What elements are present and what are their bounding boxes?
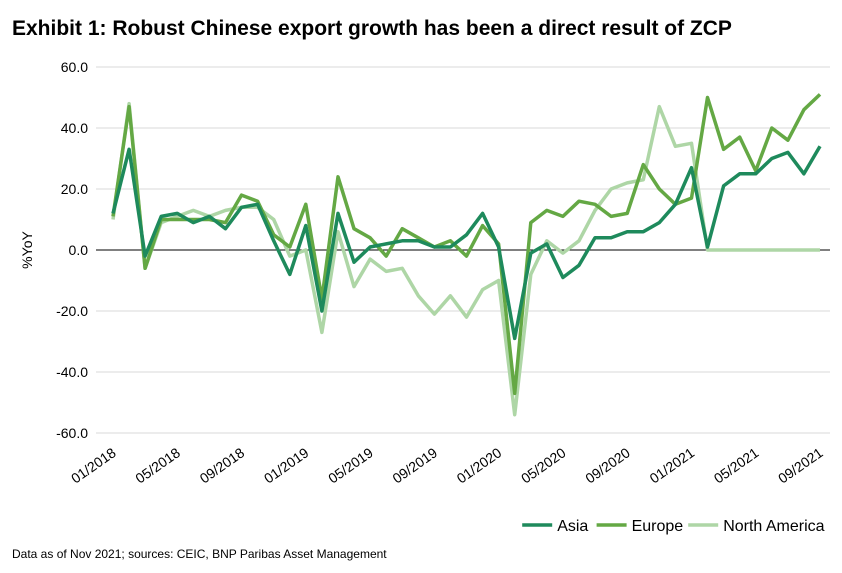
- source-note: Data as of Nov 2021; sources: CEIC, BNP …: [12, 547, 387, 561]
- x-tick-label: 01/2018: [68, 444, 119, 486]
- legend-label: North America: [723, 518, 824, 535]
- x-tick-label: 01/2019: [261, 444, 312, 486]
- x-tick-label: 09/2020: [582, 444, 633, 486]
- series-line: [111, 101, 820, 417]
- x-tick-label: 05/2018: [132, 444, 183, 486]
- y-tick-label: -40.0: [56, 364, 88, 380]
- legend-label: Europe: [632, 518, 684, 535]
- legend-label: Asia: [557, 518, 588, 535]
- y-tick-label: 0.0: [69, 242, 89, 258]
- x-tick-label: 09/2019: [389, 444, 440, 486]
- series-line: [111, 93, 822, 396]
- x-tick-label: 01/2020: [454, 444, 505, 486]
- y-tick-label: -60.0: [56, 425, 88, 441]
- series-line: [111, 145, 822, 341]
- y-tick-label: 20.0: [61, 181, 88, 197]
- chart-title: Exhibit 1: Robust Chinese export growth …: [12, 17, 732, 40]
- x-tick-label: 05/2019: [325, 444, 376, 486]
- y-axis-label: %YoY: [19, 231, 35, 269]
- x-tick-label: 09/2018: [197, 444, 248, 486]
- y-tick-label: 60.0: [61, 59, 88, 75]
- y-tick-label: 40.0: [61, 120, 88, 136]
- x-tick-label: 05/2021: [711, 444, 762, 486]
- x-tick-label: 05/2020: [518, 444, 569, 486]
- y-tick-label: -20.0: [56, 303, 88, 319]
- x-tick-label: 09/2021: [775, 444, 826, 486]
- x-tick-label: 01/2021: [647, 444, 698, 486]
